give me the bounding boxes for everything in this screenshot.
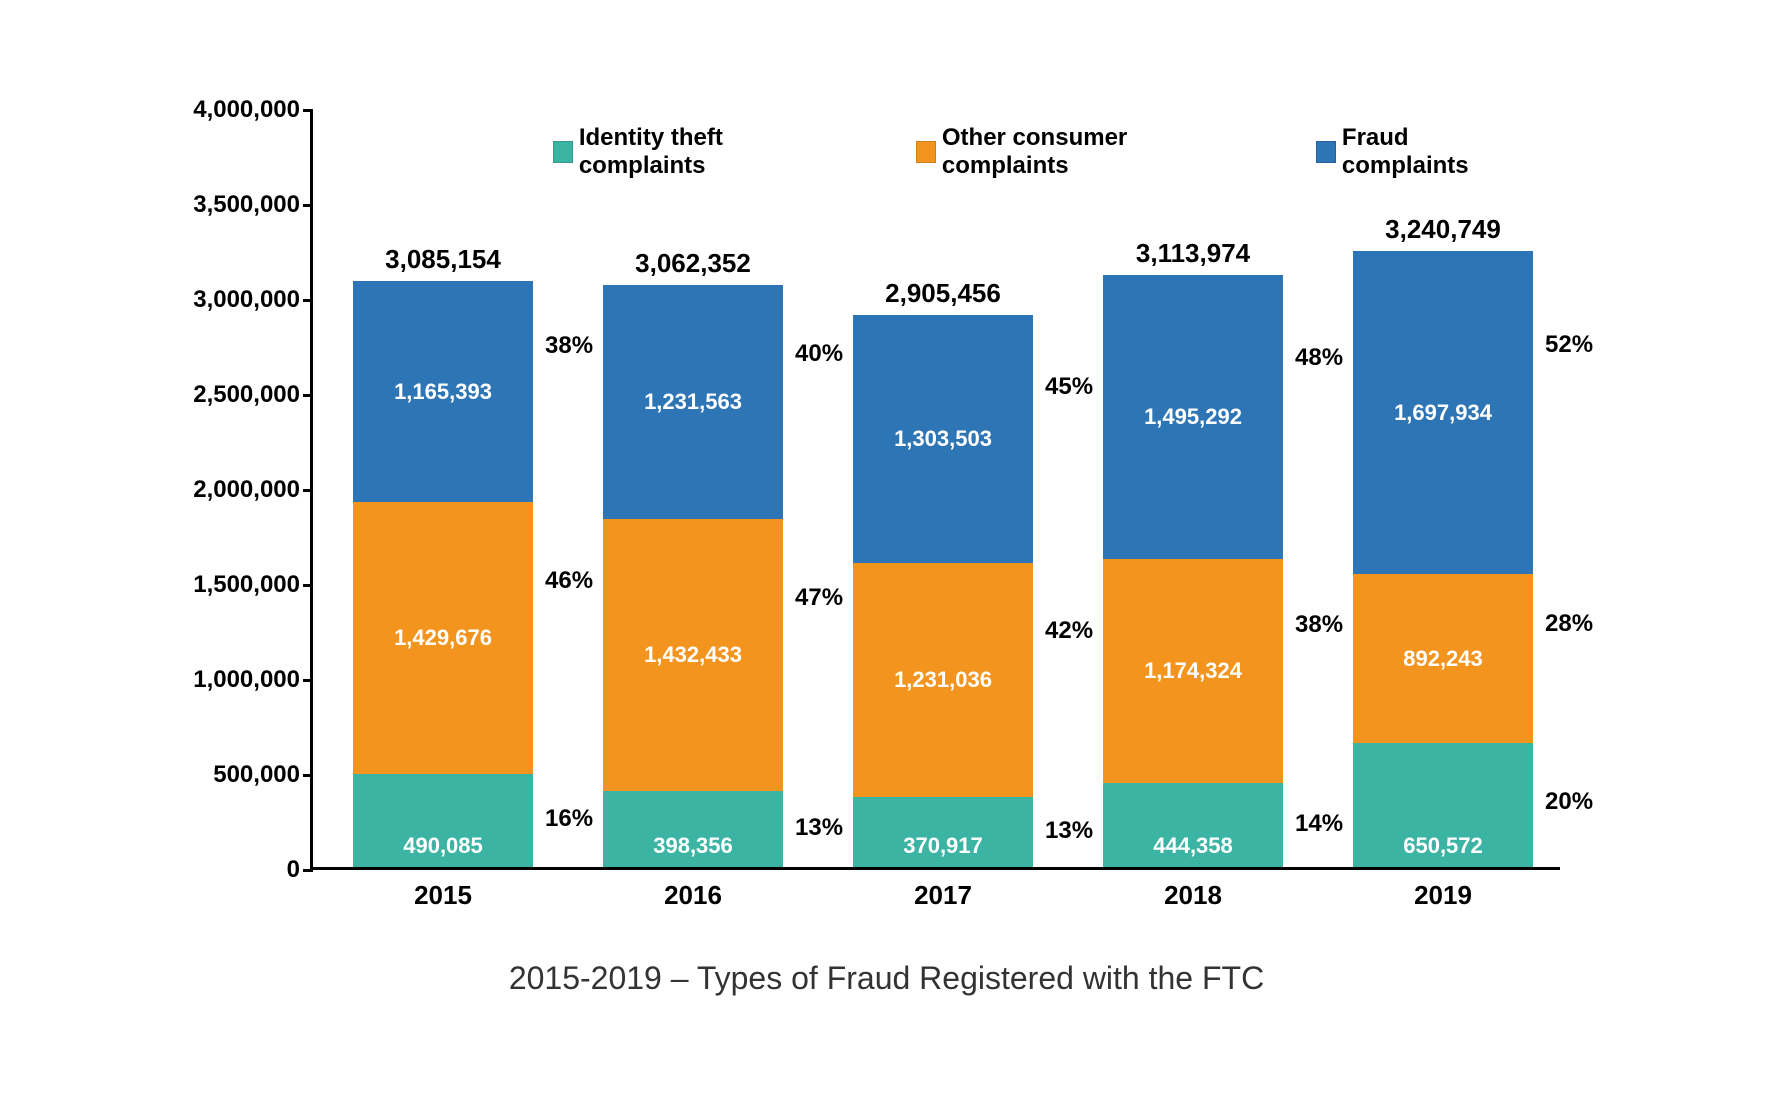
segment-value-label: 444,358 (1153, 833, 1233, 867)
bar-segment-other: 1,429,676 (353, 502, 533, 774)
bar-segment-fraud: 1,165,393 (353, 281, 533, 502)
segment-value-label: 1,165,393 (394, 379, 492, 405)
legend: Identity theft complaints Other consumer… (553, 132, 1520, 172)
segment-pct-label: 16% (545, 805, 593, 833)
y-axis-label: 0 (160, 856, 300, 884)
segment-value-label: 398,356 (653, 833, 733, 867)
segment-pct-label: 13% (795, 814, 843, 842)
bar-segment-fraud: 1,495,292 (1103, 275, 1283, 559)
y-axis-label: 2,500,000 (160, 381, 300, 409)
segment-pct-label: 38% (545, 332, 593, 360)
segment-pct-label: 52% (1545, 331, 1593, 359)
y-axis-label: 1,500,000 (160, 571, 300, 599)
segment-pct-label: 47% (795, 584, 843, 612)
y-axis-label: 500,000 (160, 761, 300, 789)
bar-segment-fraud: 1,231,563 (603, 285, 783, 519)
segment-value-label: 1,303,503 (894, 426, 992, 452)
y-tick (303, 299, 313, 302)
segment-value-label: 370,917 (903, 833, 983, 867)
y-tick (303, 489, 313, 492)
y-axis-label: 1,000,000 (160, 666, 300, 694)
bar-segment-identity: 444,358 (1103, 783, 1283, 867)
x-axis-label: 2019 (1343, 880, 1543, 911)
y-tick (303, 394, 313, 397)
legend-swatch-fraud (1316, 141, 1336, 163)
segment-value-label: 650,572 (1403, 833, 1483, 867)
y-axis-label: 3,000,000 (160, 286, 300, 314)
y-tick (303, 584, 313, 587)
x-axis-label: 2015 (343, 880, 543, 911)
segment-pct-label: 13% (1045, 817, 1093, 845)
segment-value-label: 1,495,292 (1144, 404, 1242, 430)
segment-pct-label: 45% (1045, 373, 1093, 401)
segment-pct-label: 42% (1045, 617, 1093, 645)
segment-pct-label: 46% (545, 567, 593, 595)
segment-value-label: 1,231,036 (894, 667, 992, 693)
bar-total-label: 3,113,974 (1136, 238, 1250, 269)
segment-pct-label: 38% (1295, 611, 1343, 639)
plot-area: Identity theft complaints Other consumer… (310, 110, 1560, 870)
bar-total-label: 3,062,352 (635, 248, 751, 279)
bar-segment-other: 1,432,433 (603, 519, 783, 791)
y-axis-label: 3,500,000 (160, 191, 300, 219)
bar-segment-identity: 650,572 (1353, 743, 1533, 867)
bar-segment-identity: 490,085 (353, 774, 533, 867)
legend-item-other: Other consumer complaints (916, 124, 1226, 180)
bar-segment-other: 1,174,324 (1103, 559, 1283, 782)
x-axis-label: 2016 (593, 880, 793, 911)
segment-value-label: 1,231,563 (644, 389, 742, 415)
bar-segment-fraud: 1,697,934 (1353, 251, 1533, 574)
segment-pct-label: 48% (1295, 344, 1343, 372)
y-axis-label: 4,000,000 (160, 96, 300, 124)
chart-container: Identity theft complaints Other consumer… (180, 110, 1580, 930)
segment-pct-label: 28% (1545, 610, 1593, 638)
legend-label: Fraud complaints (1342, 124, 1520, 180)
y-tick (303, 774, 313, 777)
segment-value-label: 1,432,433 (644, 642, 742, 668)
segment-value-label: 892,243 (1403, 646, 1483, 672)
y-tick (303, 204, 313, 207)
legend-label: Other consumer complaints (942, 124, 1226, 180)
segment-value-label: 1,429,676 (394, 625, 492, 651)
segment-pct-label: 40% (795, 340, 843, 368)
bar-segment-identity: 370,917 (853, 797, 1033, 867)
y-tick (303, 109, 313, 112)
bar-total-label: 3,240,749 (1385, 214, 1501, 245)
bar-total-label: 3,085,154 (385, 244, 501, 275)
x-axis-label: 2017 (843, 880, 1043, 911)
x-axis-label: 2018 (1093, 880, 1293, 911)
segment-value-label: 1,697,934 (1394, 400, 1492, 426)
legend-swatch-identity (553, 141, 573, 163)
segment-pct-label: 14% (1295, 810, 1343, 838)
legend-swatch-other (916, 141, 936, 163)
bar-segment-other: 892,243 (1353, 574, 1533, 744)
chart-caption: 2015-2019 – Types of Fraud Registered wi… (0, 960, 1773, 997)
legend-item-identity: Identity theft complaints (553, 124, 826, 180)
legend-item-fraud: Fraud complaints (1316, 124, 1520, 180)
bar-total-label: 2,905,456 (885, 278, 1001, 309)
bar-segment-fraud: 1,303,503 (853, 315, 1033, 563)
y-axis-label: 2,000,000 (160, 476, 300, 504)
y-tick (303, 679, 313, 682)
bar-segment-identity: 398,356 (603, 791, 783, 867)
segment-pct-label: 20% (1545, 788, 1593, 816)
y-tick (303, 869, 313, 872)
segment-value-label: 490,085 (403, 833, 483, 867)
bar-segment-other: 1,231,036 (853, 563, 1033, 797)
segment-value-label: 1,174,324 (1144, 658, 1242, 684)
legend-label: Identity theft complaints (579, 124, 826, 180)
